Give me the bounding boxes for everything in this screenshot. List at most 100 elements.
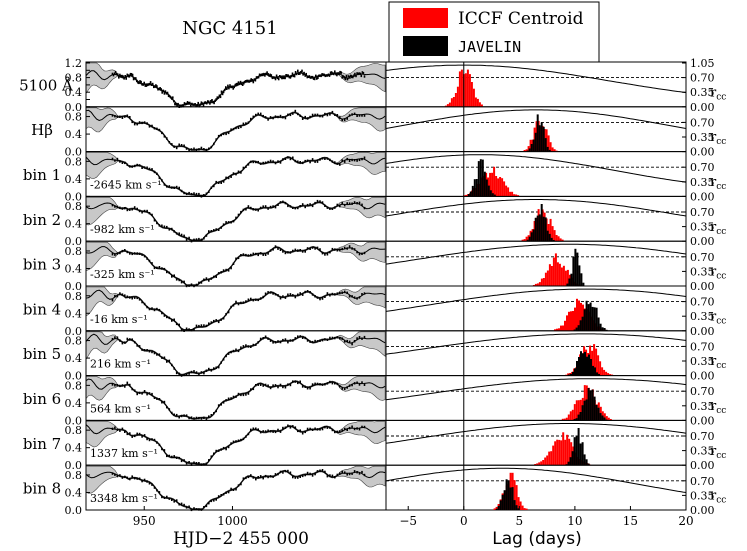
light-curve-point bbox=[146, 122, 148, 125]
light-curve-point bbox=[119, 206, 121, 209]
light-curve-point bbox=[126, 476, 129, 479]
light-curve-point bbox=[180, 281, 183, 284]
light-curve-point bbox=[120, 75, 122, 78]
light-curve-point bbox=[289, 76, 292, 79]
light-curve-point bbox=[301, 293, 304, 296]
light-curve-point bbox=[203, 463, 205, 466]
light-curve-point bbox=[257, 253, 259, 257]
light-curve-point bbox=[326, 113, 329, 117]
light-curve-point bbox=[311, 158, 314, 161]
iccf-histogram-bar bbox=[556, 328, 558, 331]
light-curve-point bbox=[151, 483, 153, 486]
javelin-histogram-bar bbox=[597, 317, 600, 331]
iccf-histogram-bar bbox=[561, 239, 564, 242]
light-curve-point bbox=[124, 475, 126, 479]
left-y-tick-label: 0.4 bbox=[65, 218, 83, 231]
light-curve-point bbox=[263, 73, 265, 76]
iccf-histogram-bar bbox=[517, 195, 520, 197]
light-curve-point bbox=[195, 462, 198, 465]
light-curve-point bbox=[248, 80, 250, 83]
light-curve-point bbox=[174, 103, 176, 106]
javelin-histogram-bar bbox=[595, 307, 598, 331]
javelin-histogram-bar bbox=[477, 161, 480, 197]
light-curve-point bbox=[200, 238, 203, 241]
light-curve-point bbox=[240, 393, 242, 397]
light-curve-point bbox=[282, 116, 284, 119]
iccf-histogram-bar bbox=[493, 166, 496, 197]
javelin-histogram-bar bbox=[579, 443, 582, 466]
light-curve-point bbox=[143, 390, 146, 393]
light-curve-point bbox=[259, 162, 262, 165]
light-curve-point bbox=[331, 160, 334, 163]
light-curve-point bbox=[222, 269, 225, 272]
light-curve-point bbox=[217, 495, 220, 498]
light-curve-point bbox=[245, 344, 247, 347]
light-curve-point bbox=[329, 251, 331, 254]
light-curve-point bbox=[289, 293, 292, 296]
light-curve-point bbox=[319, 74, 321, 77]
light-curve-point bbox=[353, 159, 356, 162]
light-curve-point bbox=[304, 385, 306, 388]
light-curve-point bbox=[200, 417, 203, 420]
light-curve-point bbox=[247, 121, 250, 124]
right-y-tick-label: 0.35 bbox=[690, 489, 715, 502]
light-curve-point bbox=[156, 221, 158, 225]
light-curve-point bbox=[279, 340, 282, 344]
javelin-histogram-bar bbox=[599, 413, 602, 421]
light-curve-point bbox=[175, 146, 178, 150]
javelin-histogram-bar bbox=[567, 461, 570, 466]
light-curve-point bbox=[232, 304, 235, 307]
iccf-histogram-bar bbox=[501, 178, 504, 197]
light-curve-point bbox=[343, 387, 346, 390]
light-curve-point bbox=[297, 381, 299, 385]
light-curve-point bbox=[151, 307, 153, 310]
light-curve-point bbox=[178, 456, 180, 460]
light-curve-point bbox=[334, 430, 336, 434]
light-curve-point bbox=[279, 383, 282, 387]
javelin-histogram-bar bbox=[538, 214, 541, 242]
light-curve-point bbox=[356, 202, 358, 205]
iccf-histogram-bar bbox=[544, 272, 547, 286]
light-curve-point bbox=[321, 73, 323, 76]
light-curve-point bbox=[287, 424, 289, 427]
iccf-histogram-bar bbox=[591, 350, 594, 376]
light-curve-point bbox=[163, 183, 166, 186]
light-curve-point bbox=[203, 278, 205, 281]
light-curve-point bbox=[307, 75, 310, 78]
javelin-histogram-bar bbox=[572, 256, 575, 286]
light-curve-point bbox=[314, 472, 316, 476]
light-curve-point bbox=[345, 75, 348, 78]
light-curve-point bbox=[329, 158, 331, 162]
light-curve-point bbox=[363, 383, 366, 386]
right-y-tick-label: 0.00 bbox=[690, 190, 715, 203]
light-curve-point bbox=[185, 373, 188, 376]
light-curve-point bbox=[128, 75, 131, 78]
light-curve-point bbox=[279, 114, 282, 118]
light-curve-point bbox=[200, 101, 203, 104]
light-curve-point bbox=[306, 387, 309, 390]
iccf-histogram-bar bbox=[478, 102, 481, 107]
light-curve-point bbox=[133, 252, 136, 255]
light-curve-point bbox=[348, 384, 351, 387]
light-curve-point bbox=[294, 476, 297, 479]
light-curve-point bbox=[168, 228, 171, 231]
light-curve-point bbox=[215, 498, 217, 501]
light-curve-point bbox=[273, 76, 276, 79]
light-curve-point bbox=[112, 74, 115, 77]
iccf-histogram-bar bbox=[540, 461, 543, 466]
light-curve-point bbox=[193, 507, 195, 510]
light-curve-point bbox=[129, 338, 131, 341]
light-curve-point bbox=[149, 81, 152, 84]
light-curve-point bbox=[213, 452, 215, 455]
light-curve-point bbox=[240, 125, 242, 129]
light-curve-point bbox=[148, 350, 151, 353]
right-y-axis-label: rcc bbox=[710, 354, 726, 371]
light-curve-point bbox=[321, 115, 324, 118]
light-curve-point bbox=[338, 72, 340, 76]
light-curve-point bbox=[287, 156, 289, 159]
light-curve-point bbox=[153, 170, 156, 174]
iccf-histogram-bar bbox=[560, 325, 562, 331]
light-curve-point bbox=[240, 346, 242, 349]
light-curve-point bbox=[232, 87, 234, 90]
